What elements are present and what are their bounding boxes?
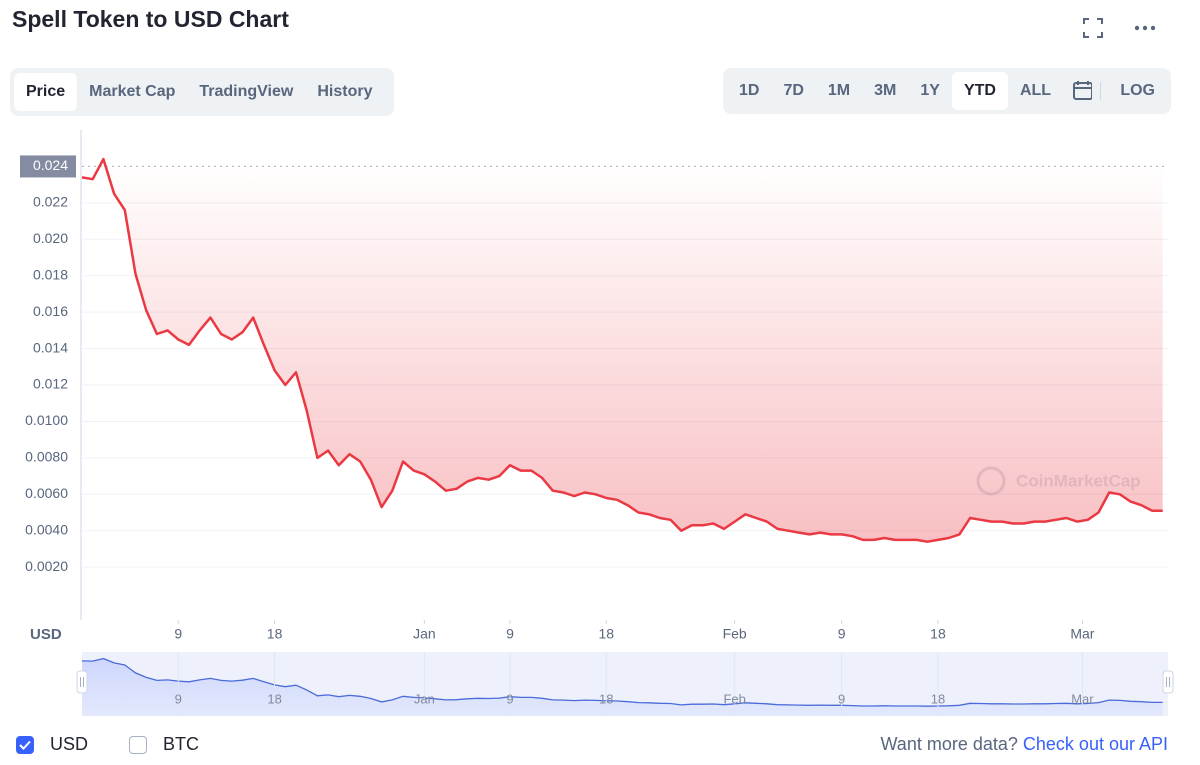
- navigator-line: [81, 657, 1163, 707]
- x-tick-label: Mar: [1070, 626, 1094, 642]
- separator: [1099, 82, 1101, 100]
- checkbox[interactable]: [16, 735, 34, 754]
- y-tick-label: 0.014: [33, 339, 68, 355]
- navigator-tick-label: 9: [506, 691, 513, 706]
- fullscreen-icon[interactable]: [1083, 18, 1103, 38]
- check-mark: [19, 740, 31, 750]
- title: Spell Token to USD Chart: [12, 6, 289, 32]
- y-tick-label: 0.0100: [25, 412, 68, 428]
- range-button[interactable]: ALL: [1019, 82, 1052, 99]
- range-button[interactable]: 1Y: [920, 82, 940, 99]
- navigator-tick-label: 9: [175, 691, 182, 706]
- api-link[interactable]: Check out our API: [1022, 734, 1168, 754]
- y-tick-label: 0.012: [33, 376, 68, 392]
- x-tick-label: 9: [506, 626, 514, 642]
- x-tick-label: Feb: [723, 626, 747, 642]
- chart: 0.024 0.022 0.020 0.018 0.016 0.014 0.012 0.010…: [20, 130, 1174, 716]
- range-button[interactable]: 1M: [827, 82, 851, 99]
- y-tick-label: 0.020: [33, 230, 68, 246]
- y-tick-label: 0.0080: [25, 449, 68, 465]
- y-tick-label: 0.016: [33, 303, 68, 319]
- range-selector: 1D 7D 1M 3M 1Y YTD ALL LOG: [723, 68, 1171, 114]
- y-axis-label: USD: [30, 626, 62, 643]
- tab[interactable]: History: [317, 83, 373, 100]
- navigator-handle[interactable]: [76, 670, 88, 694]
- y-tick-label: 0.0040: [25, 521, 68, 537]
- footer-text: Want more data?: [880, 734, 1018, 754]
- y-tick-label: 0.0060: [25, 485, 68, 501]
- tab[interactable]: Price: [14, 73, 78, 111]
- x-tick-label: 9: [174, 626, 182, 642]
- range-button[interactable]: 1D: [739, 82, 760, 99]
- tick-highlight: [20, 155, 76, 178]
- x-tick-label: 18: [267, 626, 283, 642]
- currency-toggle[interactable]: BTC: [129, 734, 199, 755]
- log-toggle[interactable]: LOG: [1120, 82, 1155, 99]
- more-icon[interactable]: [1134, 22, 1158, 34]
- navigator-tick-label: Jan: [414, 691, 435, 706]
- handle-body: [1162, 670, 1174, 694]
- tab[interactable]: Market Cap: [89, 83, 176, 100]
- tab[interactable]: TradingView: [199, 83, 294, 100]
- currency-label: BTC: [163, 734, 199, 754]
- y-tick-label: 0.022: [33, 194, 68, 210]
- currency-toggle[interactable]: USD: [16, 734, 88, 755]
- navigator-tick-label: 18: [599, 691, 613, 706]
- chart-tabs: Price Market Cap TradingView History: [10, 68, 394, 116]
- price-line: [81, 157, 1163, 543]
- y-tick-label: 0.018: [33, 266, 68, 282]
- checkbox[interactable]: [129, 735, 147, 754]
- navigator-tick-label: Feb: [723, 691, 745, 706]
- range-button[interactable]: 7D: [783, 82, 804, 99]
- x-tick-label: 9: [838, 626, 846, 642]
- calendar-icon[interactable]: [1063, 80, 1092, 102]
- navigator-tick-label: 9: [838, 691, 845, 706]
- y-tick-label: 0.024: [33, 157, 68, 173]
- handle-body: [76, 670, 88, 694]
- navigator-tick-label: 18: [931, 691, 945, 706]
- y-tick-label: 0.0020: [25, 558, 68, 574]
- navigator-tick-label: 18: [267, 691, 281, 706]
- price-area: [82, 159, 1163, 542]
- footer: Want more data? Check out our API: [880, 734, 1168, 755]
- x-tick-label: 18: [598, 626, 614, 642]
- range-button[interactable]: 3M: [874, 82, 897, 99]
- currency-label: USD: [50, 734, 89, 754]
- x-tick-label: 18: [930, 626, 946, 642]
- range-button[interactable]: YTD: [951, 72, 1008, 110]
- x-tick-label: Jan: [413, 626, 436, 642]
- navigator-handle[interactable]: [1162, 670, 1174, 694]
- navigator-tick-label: Mar: [1071, 691, 1094, 706]
- navigator-area: [82, 658, 1163, 716]
